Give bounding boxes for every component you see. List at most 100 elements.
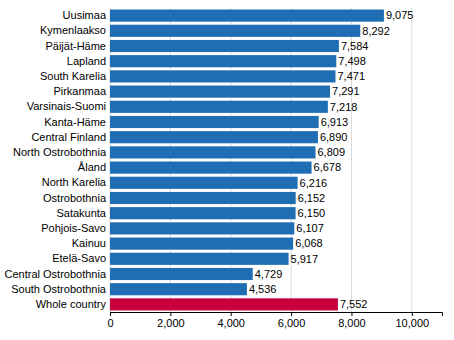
data-label: 6,809: [318, 146, 346, 158]
grid-line: [110, 8, 111, 312]
tick: Kainuu: [72, 237, 110, 249]
category-label: South Ostrobothnia: [11, 283, 107, 295]
tick: 2,000: [157, 312, 185, 329]
bar: [110, 283, 247, 295]
tick: Satakunta: [56, 207, 110, 219]
category-label: Pohjois-Savo: [41, 222, 106, 234]
tick: North Karelia: [42, 176, 110, 188]
category-label: Central Ostrobothnia: [5, 268, 107, 280]
tick: Ostrobothnia: [43, 192, 110, 204]
tick: Kymenlaakso: [40, 24, 110, 36]
data-label: 6,107: [296, 222, 324, 234]
bar: [110, 162, 312, 174]
data-label: 6,068: [295, 237, 323, 249]
tick: Whole country: [36, 298, 110, 310]
data-label: 4,729: [255, 268, 283, 280]
data-label: 7,471: [337, 70, 365, 82]
bar: [110, 40, 339, 52]
axis-line: [111, 313, 443, 317]
category-label: Kymenlaakso: [40, 24, 106, 36]
grid-line: [411, 8, 412, 312]
bar: [110, 25, 360, 37]
tick: Pohjois-Savo: [41, 222, 110, 234]
tick: South Ostrobothnia: [11, 283, 110, 295]
tick: Lapland: [67, 55, 110, 67]
bars: [110, 10, 384, 311]
y-axis: Uusimaa Kymenlaakso Päijät-Häme Lapland Sout…: [5, 9, 111, 310]
data-label: 8,292: [362, 25, 390, 37]
grid: [110, 8, 412, 312]
tick: Varsinais-Suomi: [27, 100, 110, 112]
bar: [110, 298, 338, 310]
data-label: 7,584: [341, 40, 369, 52]
data-label: 7,218: [330, 101, 358, 113]
tick-mark: [231, 312, 232, 316]
bar: [110, 268, 253, 280]
category-label: Kainuu: [72, 237, 106, 249]
data-labels: 9,075 8,292 7,584 7,498 7,471 7,291 7,218 6,913…: [249, 9, 414, 310]
grid-line: [291, 8, 292, 312]
bar: [110, 192, 296, 204]
category-label: Päijät-Häme: [45, 40, 106, 52]
data-label: 6,678: [314, 161, 342, 173]
data-label: 6,913: [321, 116, 349, 128]
category-label: Lapland: [67, 55, 106, 67]
data-label: 6,890: [320, 131, 348, 143]
tick: Central Finland: [31, 131, 110, 143]
data-label: 9,075: [386, 9, 414, 21]
grid-line: [351, 8, 352, 312]
category-label: South Karelia: [40, 70, 107, 82]
bar: [110, 177, 298, 189]
plot: 9,075 8,292 7,584 7,498 7,471 7,291 7,218 6,913…: [5, 8, 443, 329]
data-label: 6,216: [300, 177, 328, 189]
tick-mark: [170, 312, 171, 316]
category-label: North Karelia: [42, 176, 107, 188]
bar: [110, 101, 328, 113]
tick-label: 8,000: [338, 317, 366, 329]
data-label: 7,498: [338, 55, 366, 67]
tick-mark: [110, 312, 111, 316]
tick: North Ostrobothnia: [13, 146, 110, 158]
category-label: Åland: [78, 161, 106, 173]
data-label: 5,917: [291, 253, 319, 265]
bar: [110, 86, 330, 98]
data-label: 6,150: [298, 207, 326, 219]
data-label: 6,152: [298, 192, 326, 204]
tick-label: 6,000: [278, 317, 306, 329]
category-label: Satakunta: [56, 207, 106, 219]
category-label: Uusimaa: [63, 9, 107, 21]
bar: [110, 207, 296, 219]
tick-mark: [351, 312, 352, 316]
bar: [110, 222, 294, 234]
tick: Uusimaa: [63, 9, 110, 21]
tick-label: 10,000: [395, 317, 429, 329]
x-axis: 0 2,000 4,000 6,000 8,000 10,000: [107, 312, 442, 329]
category-label: Ostrobothnia: [43, 192, 107, 204]
data-label: 7,552: [340, 298, 368, 310]
bar: [110, 10, 384, 22]
category-label: Central Finland: [31, 131, 106, 143]
tick: 10,000: [395, 312, 429, 329]
tick-mark: [291, 312, 292, 316]
tick-label: 0: [107, 317, 113, 329]
category-label: Etelä-Savo: [52, 252, 106, 264]
category-label: Pirkanmaa: [53, 85, 106, 97]
tick: Åland: [78, 161, 110, 173]
bar: [110, 238, 293, 250]
tick: Kanta-Häme: [44, 116, 110, 128]
category-label: Whole country: [36, 298, 107, 310]
tick-mark: [412, 312, 413, 316]
data-label: 4,536: [249, 283, 277, 295]
grid-line: [170, 8, 171, 312]
tick: Pirkanmaa: [53, 85, 110, 97]
bar: [110, 131, 318, 143]
tick: South Karelia: [40, 70, 110, 82]
category-label: Kanta-Häme: [44, 116, 106, 128]
category-label: North Ostrobothnia: [13, 146, 107, 158]
tick: 8,000: [338, 312, 366, 329]
data-label: 7,291: [332, 85, 360, 97]
tick: 4,000: [217, 312, 245, 329]
grid-line: [230, 8, 231, 312]
tick-label: 2,000: [157, 317, 185, 329]
tick: Päijät-Häme: [45, 40, 110, 52]
